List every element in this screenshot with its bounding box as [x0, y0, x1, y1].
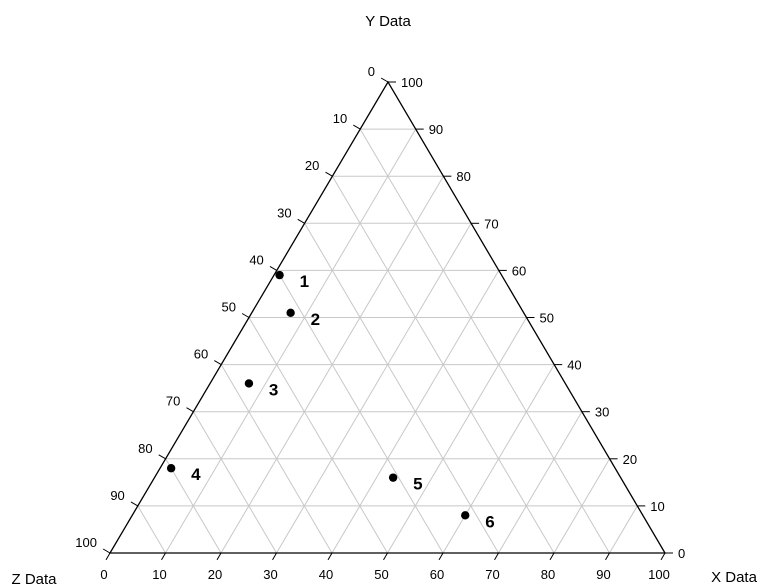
- x-tick-label: 30: [263, 567, 277, 582]
- z-tick: [102, 548, 111, 554]
- y-tick-label: 40: [567, 358, 581, 373]
- x-tick: [105, 552, 111, 561]
- z-tick: [353, 124, 361, 130]
- z-tick-label: 70: [166, 394, 180, 409]
- x-tick: [327, 552, 333, 561]
- grid-line-x: [165, 128, 417, 554]
- x-axis-title: X Data: [711, 569, 758, 586]
- x-tick-label: 90: [596, 567, 610, 582]
- data-points: 12 3 4 5 6: [166, 270, 495, 531]
- grid-line-z: [220, 364, 333, 554]
- z-axis-title: Z Data: [11, 571, 57, 587]
- y-tick-label: 100: [401, 75, 423, 90]
- x-tick: [660, 552, 666, 561]
- z-tick: [325, 171, 333, 177]
- z-tick-label: 10: [333, 111, 347, 126]
- y-axis-title: Y Data: [365, 13, 411, 30]
- x-tick-label: 10: [152, 567, 166, 582]
- data-point-label: 2: [311, 310, 320, 329]
- data-point-label: 4: [191, 465, 201, 484]
- x-tick-label: 0: [100, 567, 107, 582]
- z-tick: [241, 313, 250, 318]
- x-tick-label: 60: [430, 567, 444, 582]
- x-tick-label: 100: [648, 567, 670, 582]
- z-tick-label: 60: [194, 347, 208, 362]
- grid-line-x: [387, 317, 527, 554]
- y-tick-label: 30: [595, 405, 609, 420]
- y-tick-label: 70: [484, 216, 498, 231]
- x-tick: [494, 552, 499, 561]
- data-point-label: 5: [413, 475, 422, 494]
- y-tick-label: 60: [512, 263, 526, 278]
- data-point: [461, 511, 470, 520]
- z-tick: [186, 407, 194, 413]
- y-tick-label: 20: [623, 452, 637, 467]
- z-tick: [130, 501, 139, 507]
- data-point: [166, 464, 176, 473]
- x-tick-label: 20: [208, 567, 222, 582]
- grid-line-z: [192, 411, 277, 554]
- x-tick: [216, 552, 222, 561]
- z-tick-label: 50: [222, 300, 236, 315]
- data-point-label: 3: [269, 380, 278, 399]
- data-point-label: 1: [300, 272, 309, 291]
- grid-line-x: [498, 411, 583, 554]
- data-point-label: 6: [485, 512, 494, 531]
- tick-labels: 0102030405060708090100010203040506070809…: [75, 64, 685, 582]
- x-tick-label: 50: [374, 567, 388, 582]
- z-tick-label: 100: [75, 535, 97, 550]
- z-tick: [380, 77, 389, 83]
- x-tick-label: 80: [541, 567, 555, 582]
- grid-line-z: [137, 505, 166, 554]
- z-tick: [297, 218, 305, 224]
- x-tick: [383, 552, 388, 561]
- y-tick-label: 50: [540, 311, 554, 326]
- grid-line-z: [165, 458, 222, 554]
- x-tick-label: 40: [319, 567, 333, 582]
- grid-line-x: [553, 458, 611, 554]
- x-tick: [438, 552, 444, 561]
- z-tick-label: 80: [138, 441, 152, 456]
- z-tick: [158, 454, 166, 460]
- x-tick: [272, 552, 277, 561]
- z-tick-label: 20: [305, 158, 319, 173]
- y-tick-label: 0: [678, 546, 685, 561]
- data-point: [286, 308, 295, 317]
- grid: [137, 128, 638, 554]
- y-tick-label: 10: [650, 499, 664, 514]
- z-tick: [214, 360, 222, 366]
- y-tick-label: 90: [429, 122, 443, 137]
- data-point: [244, 379, 254, 388]
- grid-line-z: [304, 223, 499, 554]
- data-point: [388, 473, 398, 482]
- x-tick-label: 70: [485, 567, 499, 582]
- grid-line-z: [248, 317, 388, 554]
- x-tick: [605, 552, 610, 561]
- z-tick-label: 90: [110, 488, 124, 503]
- z-tick-label: 0: [368, 64, 375, 79]
- x-tick: [549, 552, 555, 561]
- z-tick-label: 40: [249, 252, 263, 267]
- grid-line-x: [609, 505, 638, 554]
- x-tick: [161, 552, 166, 561]
- z-tick-label: 30: [277, 205, 291, 220]
- z-tick: [269, 265, 278, 271]
- grid-line-z: [359, 128, 610, 554]
- grid-line-x: [276, 223, 472, 554]
- y-tick-label: 80: [456, 169, 470, 184]
- axis-ticks: [102, 77, 673, 561]
- grid-line-x: [442, 364, 555, 554]
- data-point: [275, 270, 284, 280]
